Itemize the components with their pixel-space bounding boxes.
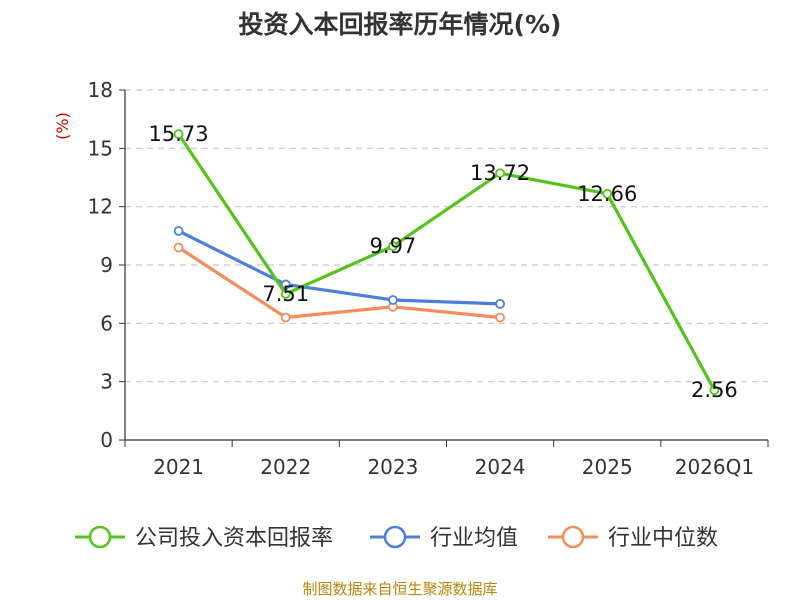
y-tick-label: 6 — [100, 311, 113, 335]
legend-swatch-marker — [561, 525, 585, 549]
data-point — [602, 188, 613, 199]
y-tick-label: 3 — [100, 370, 113, 394]
axes: 0 3 6 9 12 15 18 2021 2022 2023 2024 2025 2026Q1 — [88, 78, 769, 479]
y-tick-label: 15 — [88, 136, 113, 160]
data-point — [709, 385, 720, 396]
y-tick-label: 18 — [88, 78, 113, 102]
data-point — [280, 279, 291, 290]
data-label: 15.73 — [149, 122, 209, 146]
data-point — [388, 241, 398, 252]
x-tick-label: 2023 — [367, 455, 418, 479]
x-tick-label: 2024 — [475, 455, 526, 479]
legend-label: 公司投入资本回报率 — [135, 526, 333, 551]
data-point — [173, 226, 184, 236]
data-point — [173, 242, 184, 253]
legend-label: 行业均值 — [430, 526, 518, 551]
data-point — [495, 168, 505, 179]
y-tick-label: 9 — [100, 253, 113, 277]
x-tick-label: 2021 — [153, 455, 204, 479]
series-line — [177, 133, 716, 391]
data-label: 9.97 — [370, 234, 417, 258]
source-note: 制图数据来自恒生聚源数据库 — [302, 580, 497, 598]
x-tick-label: 2025 — [582, 455, 633, 479]
legend: 公司投入资本回报率 行业均值 行业中位数 — [75, 525, 718, 551]
data-label: 13.72 — [470, 161, 530, 185]
chart-title: 投资入本回报率历年情况(%) — [239, 10, 562, 39]
data-label: 12.66 — [577, 182, 637, 206]
y-axis-unit: (%) — [53, 112, 72, 140]
data-label: 7.51 — [262, 282, 309, 306]
data-label: 2.56 — [691, 378, 738, 402]
data-point — [388, 295, 398, 305]
data-point — [495, 298, 505, 309]
x-tick-label: 2026Q1 — [675, 455, 754, 479]
series-line — [177, 246, 501, 320]
legend-swatch-marker — [88, 525, 112, 549]
data-point — [173, 129, 184, 140]
series-layer — [173, 129, 720, 396]
y-tick-label: 12 — [88, 195, 113, 219]
data-point — [495, 312, 505, 323]
data-labels: 15.73 7.51 9.97 13.72 12.66 2.56 — [149, 122, 738, 402]
gridlines — [125, 89, 768, 383]
legend-swatch-marker — [383, 525, 407, 549]
data-point — [280, 289, 291, 299]
legend-label: 行业中位数 — [608, 526, 718, 551]
y-tick-label: 0 — [100, 428, 113, 452]
series-line — [177, 229, 501, 306]
data-point — [280, 312, 291, 323]
x-tick-label: 2022 — [260, 455, 311, 479]
